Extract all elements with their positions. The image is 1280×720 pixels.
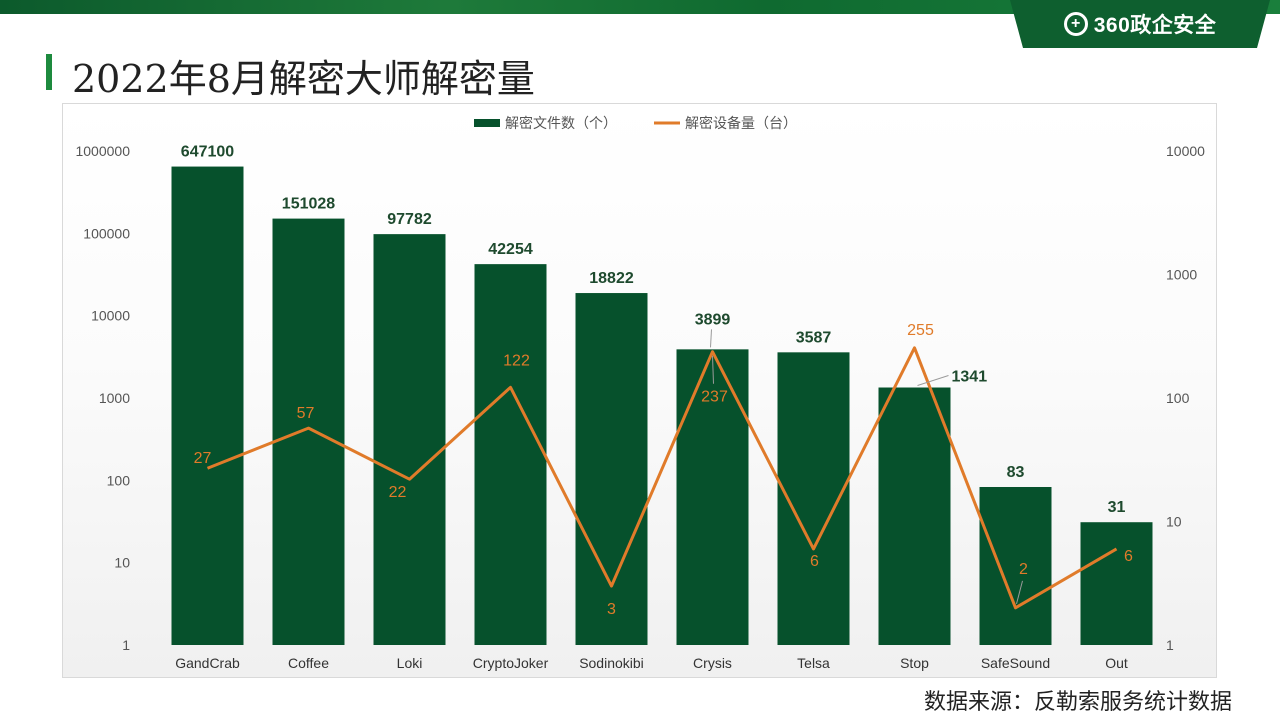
bar-value-label: 151028 (282, 196, 335, 213)
category-label: Telsa (797, 655, 830, 671)
line-value-label: 237 (701, 389, 728, 406)
combo-chart: 1 10 100 1000 10000 100000 1000000 1 10 100 1000 10… (75, 115, 1205, 671)
leader-line (1016, 580, 1023, 604)
left-axis-tick-label: 10000 (91, 308, 130, 324)
line-value-label: 57 (297, 405, 315, 422)
category-label: Coffee (288, 655, 329, 671)
right-axis-tick-label: 100 (1166, 390, 1190, 406)
bar-value-label: 18822 (589, 270, 634, 287)
brand-logo: + 360政企安全 (1010, 0, 1270, 48)
line-series-devices (206, 346, 1118, 610)
bar (474, 264, 547, 645)
category-label: Crysis (693, 655, 732, 671)
right-axis-tick-label: 1000 (1166, 267, 1197, 283)
page-title: 2022年8月解密大师解密量 (72, 57, 535, 101)
left-axis-tick-label: 100 (107, 472, 131, 488)
line-value-label: 6 (1124, 548, 1133, 565)
legend-swatch-bar (474, 119, 500, 127)
leader-line (712, 355, 714, 384)
legend-label-line: 解密设备量（台） (685, 115, 797, 132)
bar-value-label: 31 (1108, 499, 1126, 516)
logo-text: 360政企安全 (1093, 14, 1217, 37)
line-value-label: 3 (607, 601, 616, 618)
left-axis-tick-label: 1000 (99, 390, 130, 406)
category-label: SafeSound (981, 655, 1050, 671)
bar (575, 293, 648, 645)
plus-circle-icon: + (1063, 12, 1088, 36)
bar-value-label: 647100 (181, 144, 234, 161)
left-axis-tick-label: 1000000 (75, 143, 130, 159)
bar (1080, 522, 1153, 645)
left-axis-tick-label: 10 (114, 555, 130, 571)
category-label: Loki (397, 655, 423, 671)
category-label: GandCrab (175, 655, 240, 671)
category-label: Stop (900, 655, 929, 671)
bar-value-label: 42254 (488, 241, 533, 258)
bar (979, 486, 1052, 645)
right-axis-tick-label: 10 (1166, 514, 1182, 530)
source-note: 数据来源：反勒索服务统计数据 (923, 689, 1232, 714)
leader-line (917, 375, 949, 386)
category-label: CryptoJoker (473, 655, 549, 671)
legend-label-bar: 解密文件数（个） (505, 115, 617, 132)
line-value-label: 2 (1019, 561, 1028, 578)
bar (878, 387, 951, 645)
category-label: Sodinokibi (579, 655, 644, 671)
bar-value-label: 3899 (695, 311, 731, 328)
chart-area: 1 10 100 1000 10000 100000 1000000 1 10 100 1000 10… (62, 103, 1217, 678)
line-value-label: 122 (503, 352, 530, 369)
line-value-label: 255 (907, 322, 934, 339)
bar (171, 166, 244, 645)
line-value-label: 22 (389, 484, 407, 501)
line-value-label: 6 (810, 553, 819, 570)
right-axis-tick-label: 1 (1166, 637, 1174, 653)
bar-value-label: 3587 (796, 329, 832, 346)
line-value-label: 27 (194, 450, 212, 467)
left-axis-tick-label: 100000 (83, 225, 130, 241)
title-accent-bar (46, 54, 52, 90)
bar (373, 234, 446, 645)
left-axis-tick-label: 1 (122, 637, 130, 653)
leader-line (710, 329, 712, 348)
bar (272, 218, 345, 645)
bar-value-label: 97782 (387, 211, 432, 228)
bar-value-label: 83 (1007, 464, 1025, 481)
right-axis-tick-label: 10000 (1166, 143, 1205, 159)
top-decor-band (0, 0, 1280, 14)
category-label: Out (1105, 655, 1128, 671)
bar-value-label: 1341 (952, 369, 988, 386)
